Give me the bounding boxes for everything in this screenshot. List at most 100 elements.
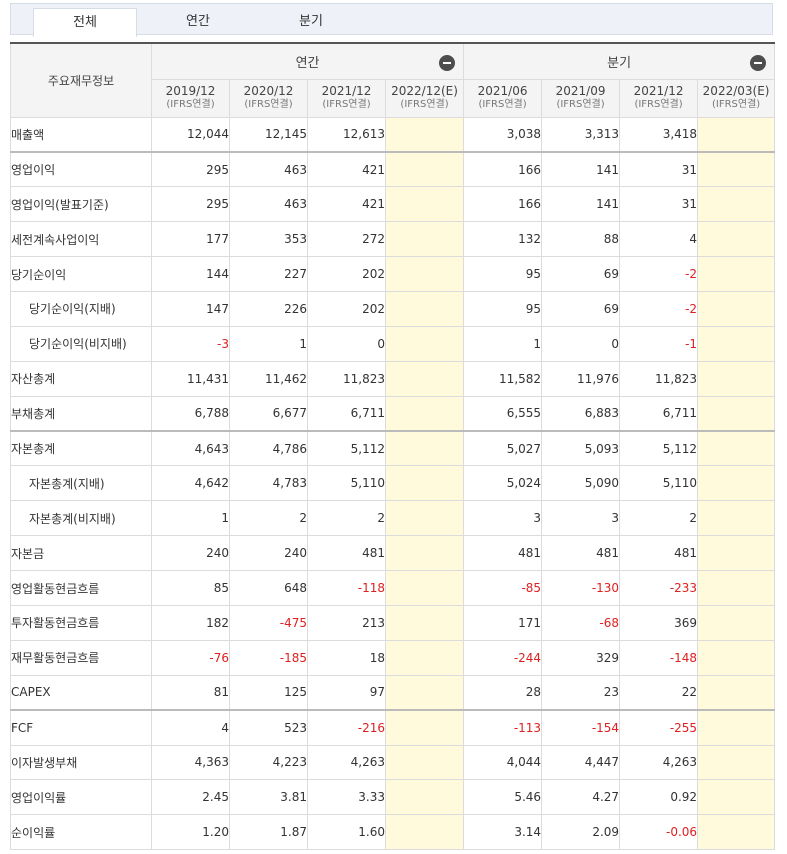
estimate-cell	[697, 256, 776, 292]
value-cell: 227	[229, 256, 308, 292]
row-label: 세전계속사업이익	[10, 221, 152, 258]
value-cell: 5,027	[463, 430, 543, 467]
value-cell: 481	[619, 535, 699, 572]
value-cell: 2.09	[541, 814, 621, 851]
table-row: 매출액 12,044 12,145 12,613 3,038 3,313 3,418	[10, 116, 776, 153]
value-cell: -148	[619, 639, 699, 676]
value-cell: 421	[307, 186, 386, 223]
value-cell: 481	[541, 535, 621, 572]
value-cell: 69	[541, 256, 621, 292]
value-cell: 88	[541, 221, 621, 258]
value-cell: 6,711	[619, 395, 699, 432]
value-cell: 202	[307, 256, 386, 292]
column-basis: (IFRS연결)	[478, 99, 527, 110]
estimate-cell	[697, 814, 776, 851]
row-label: 순이익률	[10, 814, 152, 851]
value-cell: 4	[619, 221, 699, 258]
value-cell: 12,145	[229, 116, 308, 153]
tab-all[interactable]: 전체	[33, 8, 137, 37]
value-cell: 272	[307, 221, 386, 258]
value-cell: 295	[151, 186, 230, 223]
value-cell: 295	[151, 150, 230, 188]
value-cell: 463	[229, 186, 308, 223]
value-cell: 202	[307, 290, 386, 327]
value-cell: 95	[463, 290, 543, 327]
column-header: 2022/03(E) (IFRS연결)	[697, 78, 776, 118]
value-cell: 5.46	[463, 779, 543, 816]
table-row: 세전계속사업이익 177 353 272 132 88 4	[10, 221, 776, 258]
value-cell: 11,976	[541, 360, 621, 397]
column-header: 2019/12 (IFRS연결)	[151, 78, 230, 118]
value-cell: 523	[229, 709, 308, 746]
column-basis: (IFRS연결)	[556, 99, 605, 110]
value-cell: 2	[307, 500, 386, 537]
tab-quarterly[interactable]: 분기	[299, 14, 323, 29]
row-label: 재무활동현금흐름	[10, 639, 152, 676]
collapse-quarter-icon[interactable]	[750, 55, 767, 71]
value-cell: 141	[541, 150, 621, 188]
table-row: 자본총계(지배) 4,642 4,783 5,110 5,024 5,090 5,110	[10, 465, 776, 502]
estimate-cell	[697, 639, 776, 676]
column-period: 2019/12	[165, 84, 216, 98]
row-label: 투자활동현금흐름	[10, 604, 152, 641]
estimate-cell	[697, 186, 776, 223]
row-label: 당기순이익	[10, 256, 152, 292]
estimate-cell	[384, 535, 465, 572]
value-cell: -118	[307, 570, 386, 606]
column-basis: (IFRS연결)	[400, 99, 449, 110]
row-label: 영업이익	[10, 150, 152, 188]
tab-annual[interactable]: 연간	[186, 14, 210, 29]
column-basis: (IFRS연결)	[166, 99, 215, 110]
column-header: 2021/09 (IFRS연결)	[541, 78, 621, 118]
financial-table: 주요재무정보 연간 분기 2019/12 (IFRS연결) 2020/12 (IFRS…	[10, 42, 776, 851]
estimate-cell	[697, 465, 776, 502]
table-row: 부채총계 6,788 6,677 6,711 6,555 6,883 6,711	[10, 395, 776, 432]
column-period: 2021/09	[555, 84, 606, 98]
column-period: 2020/12	[243, 84, 294, 98]
value-cell: 1	[463, 325, 543, 362]
value-cell: 1.87	[229, 814, 308, 851]
estimate-cell	[697, 604, 776, 641]
row-label: 당기순이익(지배)	[10, 290, 152, 327]
column-basis: (IFRS연결)	[244, 99, 293, 110]
value-cell: 5,112	[619, 430, 699, 467]
estimate-cell	[697, 709, 776, 746]
estimate-cell	[697, 360, 776, 397]
row-label: 영업이익률	[10, 779, 152, 816]
estimate-cell	[384, 221, 465, 258]
estimate-cell	[697, 395, 776, 432]
table-row: 투자활동현금흐름 182 -475 213 171 -68 369	[10, 604, 776, 641]
value-cell: 18	[307, 639, 386, 676]
value-cell: 4,044	[463, 744, 543, 781]
value-cell: 147	[151, 290, 230, 327]
value-cell: -185	[229, 639, 308, 676]
estimate-cell	[384, 674, 465, 711]
row-label: 영업이익(발표기준)	[10, 186, 152, 223]
value-cell: 125	[229, 674, 308, 711]
value-cell: 166	[463, 186, 543, 223]
row-label: 이자발생부채	[10, 744, 152, 781]
collapse-annual-icon[interactable]	[439, 55, 456, 71]
table-row: 자산총계 11,431 11,462 11,823 11,582 11,976 11,823	[10, 360, 776, 397]
row-label: 자본금	[10, 535, 152, 572]
estimate-cell	[697, 744, 776, 781]
value-cell: 4,786	[229, 430, 308, 467]
value-cell: 144	[151, 256, 230, 292]
row-label: 영업활동현금흐름	[10, 570, 152, 606]
value-cell: -216	[307, 709, 386, 746]
value-cell: 421	[307, 150, 386, 188]
estimate-cell	[384, 256, 465, 292]
value-cell: -0.06	[619, 814, 699, 851]
value-cell: 1.20	[151, 814, 230, 851]
row-label: 자본총계	[10, 430, 152, 467]
value-cell: 5,090	[541, 465, 621, 502]
value-cell: 4.27	[541, 779, 621, 816]
column-header: 2021/12 (IFRS연결)	[307, 78, 386, 118]
value-cell: 3,038	[463, 116, 543, 153]
quarter-group-label: 분기	[607, 55, 632, 71]
value-cell: 6,883	[541, 395, 621, 432]
value-cell: 31	[619, 186, 699, 223]
value-cell: 1	[229, 325, 308, 362]
column-period: 2022/03(E)	[702, 84, 770, 98]
annual-group-label: 연간	[295, 55, 320, 71]
